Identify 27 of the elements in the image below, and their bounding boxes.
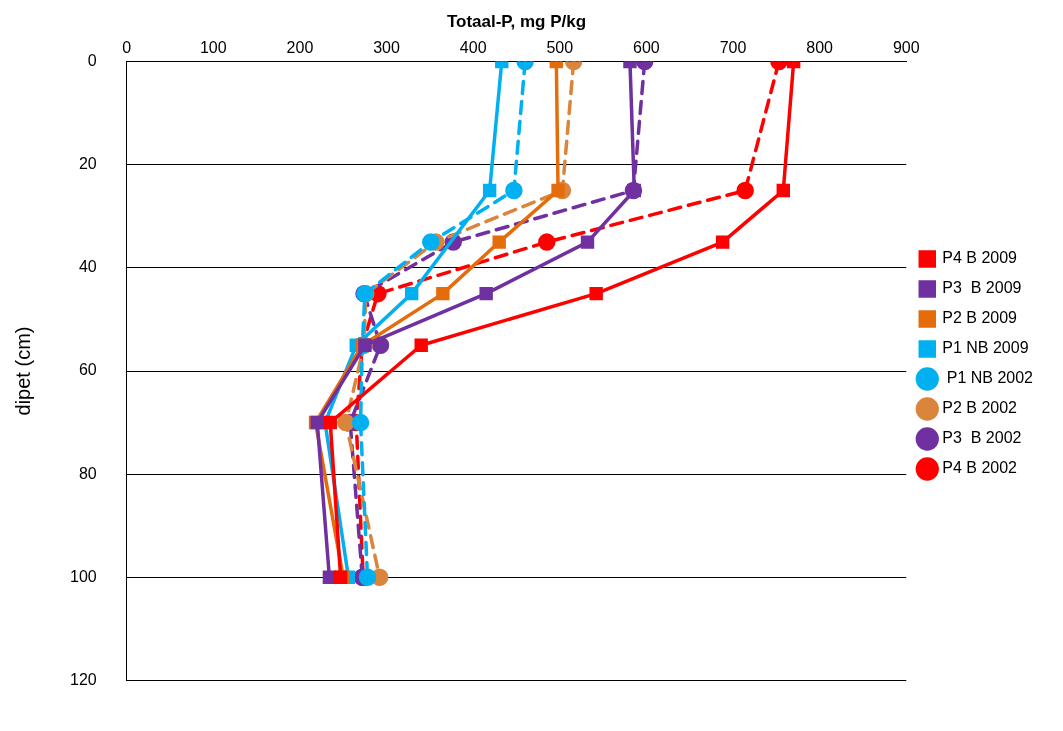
x-tick-label: 100	[199, 39, 227, 57]
y-tick-label: 120	[69, 670, 97, 688]
legend-label: P2 B 2002	[942, 399, 1018, 417]
y-tick-label: 20	[78, 155, 97, 173]
x-tick-label: 0	[122, 39, 132, 57]
x-tick-label: 200	[286, 39, 314, 57]
legend-label: P4 B 2002	[942, 459, 1018, 477]
y-tick-label: 100	[69, 567, 97, 585]
legend-label: P3 B 2009	[942, 279, 1022, 297]
x-tick-label: 600	[633, 39, 660, 57]
y-axis-title: dipet (cm)	[11, 326, 34, 416]
y-tick-label: 60	[78, 361, 97, 379]
x-tick-label: 800	[806, 39, 834, 57]
y-tick-label: 40	[78, 258, 97, 276]
legend-label: P3 B 2002	[942, 429, 1022, 447]
x-tick-label: 300	[373, 39, 400, 57]
x-axis-title: Totaal-P, mg P/kg	[446, 11, 587, 31]
x-tick-label: 400	[459, 39, 487, 57]
legend-label: P4 B 2009	[942, 249, 1018, 267]
legend-label: P1 NB 2002	[942, 369, 1034, 387]
y-tick-label: 0	[87, 52, 97, 70]
x-tick-label: 700	[719, 39, 747, 57]
legend-label: P1 NB 2009	[942, 339, 1029, 357]
legend-label: P2 B 2009	[942, 309, 1018, 327]
x-tick-label: 900	[892, 39, 920, 57]
y-tick-label: 80	[78, 464, 97, 482]
x-tick-label: 500	[546, 39, 574, 57]
